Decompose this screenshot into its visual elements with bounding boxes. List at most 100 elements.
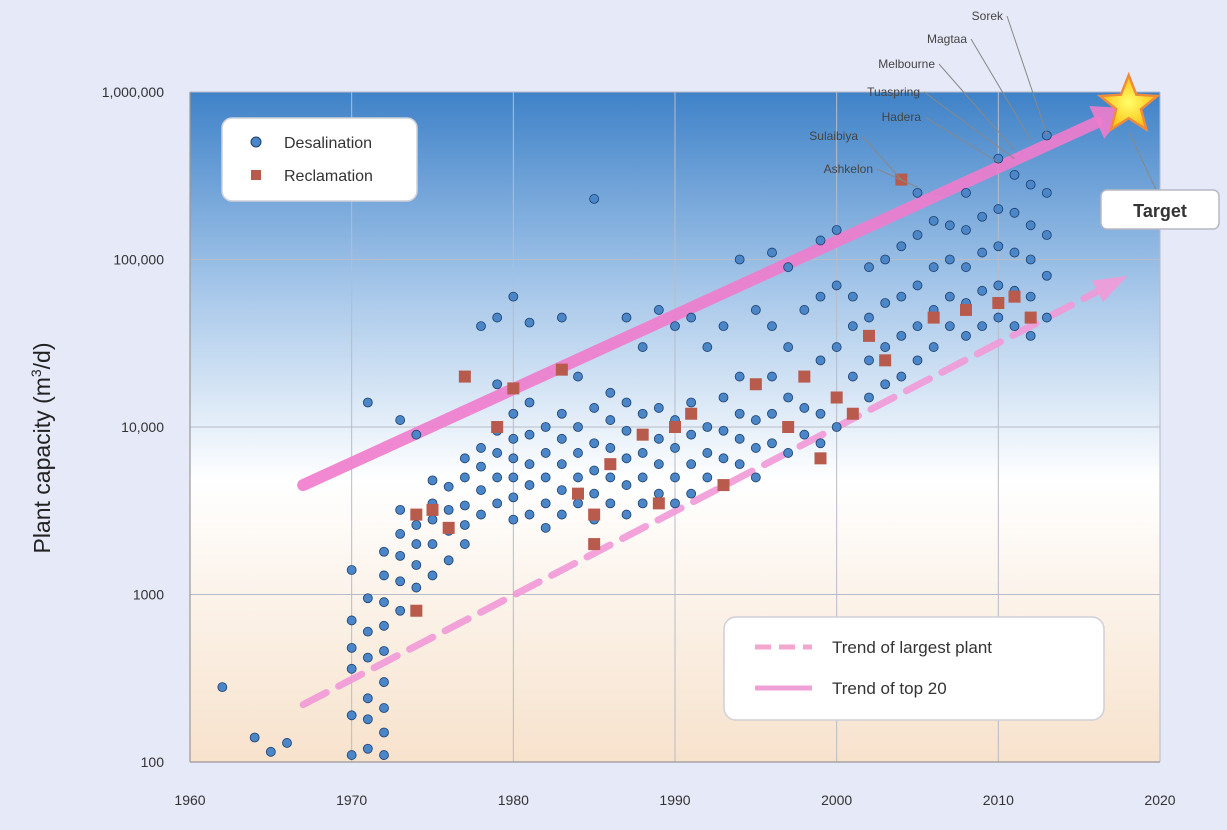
desalination-point — [379, 727, 389, 738]
desalination-point — [1025, 220, 1036, 231]
trend-top20-arrow-head — [1091, 275, 1128, 303]
desalination-point — [944, 220, 955, 231]
desalination-point — [896, 241, 907, 252]
reclamation-point — [717, 479, 730, 492]
desalination-point — [476, 461, 486, 472]
desalination-point — [799, 305, 810, 315]
desalination-point — [443, 555, 454, 566]
desalination-point — [653, 459, 664, 470]
desalination-point — [993, 312, 1004, 323]
legend-largest-plant: Trend of largest plant — [832, 638, 992, 657]
desalination-point — [912, 321, 923, 332]
desalination-point — [1041, 130, 1052, 141]
reclamation-point — [572, 487, 584, 500]
annotation-label: Ashkelon — [824, 162, 873, 176]
desalination-point — [734, 408, 745, 419]
x-tick-label: 1960 — [174, 792, 205, 808]
annotation-leader — [876, 168, 918, 188]
desalination-point — [379, 750, 389, 760]
legend-bottom: Trend of largest plant Trend of top 20 — [723, 616, 1105, 721]
target-label: Target — [1133, 201, 1187, 221]
desalination-point — [799, 429, 810, 440]
desalination-point — [896, 371, 907, 382]
annotation-label: Sulaibiya — [809, 129, 858, 143]
desalination-point — [621, 453, 632, 464]
desalination-point — [864, 262, 874, 273]
desalination-point — [1009, 169, 1020, 180]
trend-top20-arrow-shaft — [299, 287, 1102, 709]
desalination-point — [686, 312, 697, 323]
reclamation-point — [507, 382, 520, 395]
reclamation-point — [1008, 290, 1021, 303]
desalination-point — [880, 342, 891, 352]
desalination-point — [750, 415, 761, 425]
desalination-point — [379, 546, 389, 557]
desalination-point — [476, 443, 486, 453]
desalination-point — [508, 514, 519, 525]
desalination-point — [993, 204, 1004, 214]
desalination-point — [379, 646, 389, 656]
desalination-point — [880, 379, 891, 390]
desalination-point — [637, 448, 648, 458]
desalination-point — [912, 187, 923, 198]
desalination-point — [556, 485, 567, 496]
desalination-point — [508, 492, 519, 503]
desalination-point — [815, 408, 826, 419]
desalination-point — [734, 371, 745, 382]
desalination-point — [395, 415, 406, 425]
desalination-point — [831, 225, 842, 235]
x-tick-label: 1980 — [498, 792, 529, 808]
desalination-point — [1025, 179, 1036, 190]
desalination-point — [556, 408, 567, 419]
desalination-point — [540, 472, 551, 483]
y-tick-label: 1000 — [133, 587, 164, 603]
desalination-point — [589, 194, 600, 204]
desalination-point — [346, 565, 357, 575]
desalination-point — [686, 459, 697, 470]
desalination-point — [573, 472, 583, 483]
desalination-point — [718, 425, 729, 436]
desalination-point — [847, 291, 858, 302]
desalination-point — [589, 488, 600, 499]
desalination-point — [670, 472, 680, 483]
desalination-point — [556, 509, 567, 520]
desalination-point — [573, 448, 583, 458]
reclamation-point — [992, 296, 1005, 309]
desalination-point — [395, 529, 406, 539]
desalination-point — [864, 392, 874, 403]
desalination-point — [912, 355, 923, 366]
desalination-point — [573, 498, 583, 509]
legend-top: Desalination Reclamation — [221, 117, 418, 202]
desalination-point — [379, 597, 389, 608]
reclamation-point — [604, 458, 617, 471]
axes: 1960 1970 1980 1990 2000 2010 2020 100 1000 10,00… — [102, 84, 1176, 808]
desalination-point — [395, 550, 406, 561]
desalination-point — [831, 342, 842, 352]
desalination-point — [1041, 230, 1052, 240]
desalination-point — [346, 663, 357, 674]
desalination-point — [524, 429, 535, 440]
x-tick-label: 1970 — [336, 792, 367, 808]
desalination-point — [653, 305, 664, 315]
target-star — [1096, 71, 1161, 133]
desalination-point — [540, 422, 551, 432]
desalination-point — [864, 312, 874, 323]
desalination-point — [362, 693, 373, 704]
desalination-point — [831, 280, 842, 291]
desalination-point — [767, 438, 777, 449]
desalination-point — [961, 262, 971, 273]
desalination-point — [670, 443, 680, 453]
data-points — [217, 130, 1052, 760]
desalination-point — [880, 298, 891, 308]
desalination-point — [864, 355, 874, 366]
desalination-point — [686, 397, 697, 408]
desalination-point — [702, 448, 713, 458]
annotation-leader — [924, 116, 999, 163]
desalination-point — [734, 433, 745, 444]
desalination-point — [362, 652, 373, 663]
desalination-point — [589, 438, 600, 449]
desalination-point — [734, 254, 745, 265]
desalination-point — [637, 342, 648, 352]
desalination-point — [459, 472, 470, 483]
desalination-point — [492, 472, 503, 483]
